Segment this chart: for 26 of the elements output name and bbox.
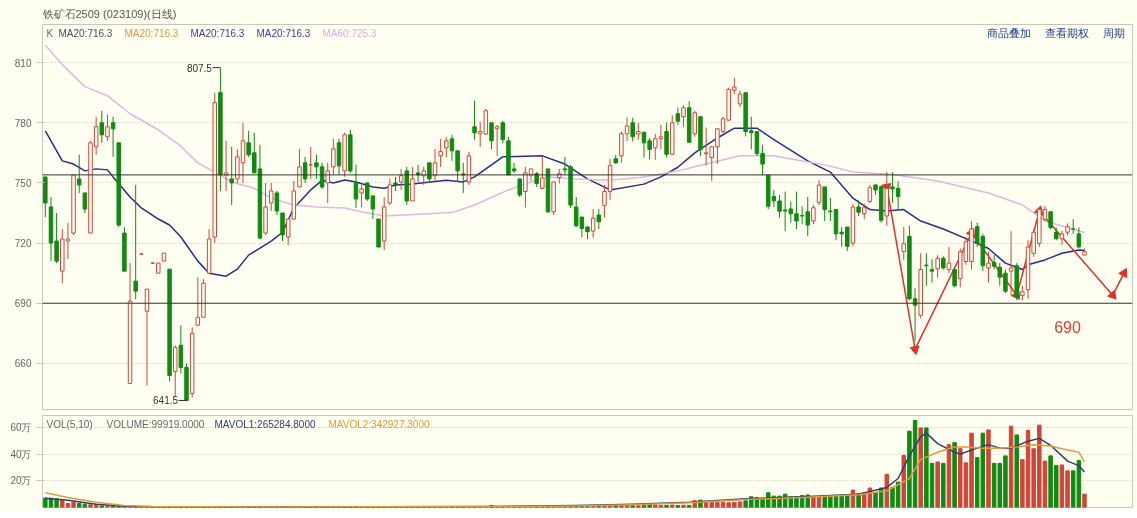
y-tick-label: 750 [14,177,32,189]
annotation: MA20:716.3 [256,27,311,39]
y-tick-label: 60万 [10,421,32,433]
annotation: 商品叠加 [986,26,1031,39]
annotation: 查看期权 [1044,26,1089,39]
annotation: 周期 [1102,26,1125,39]
y-tick-label: 690 [14,298,32,310]
y-tick-label: 40万 [10,448,32,460]
y-tick-label: 660 [14,358,32,370]
annotation: K [46,27,54,39]
y-tick-label: 720 [14,238,32,250]
annotation: MA20:716.3 [124,27,179,39]
annotation: MA20:716.3 [58,27,113,39]
annotation: 641.5 [153,395,179,407]
y-tick-label: 20万 [10,475,32,487]
y-tick-label: 780 [14,117,32,129]
annotation: 807.5 [186,62,213,74]
y-tick-label: 810 [14,57,32,69]
annotation: MA60:725.3 [322,27,377,39]
annotation: VOLUME:99919.0000 [106,418,205,430]
chart-title: 铁矿石2509 (023109)(日线) [41,7,177,20]
ref-line-label: 690 [1054,319,1081,337]
annotation: MA20:716.3 [190,27,245,39]
annotation: VOL(5,10) [46,418,93,430]
annotation: MAVOL2:342927.3000 [328,418,430,430]
annotation: MAVOL1:265284.8000 [214,418,316,430]
